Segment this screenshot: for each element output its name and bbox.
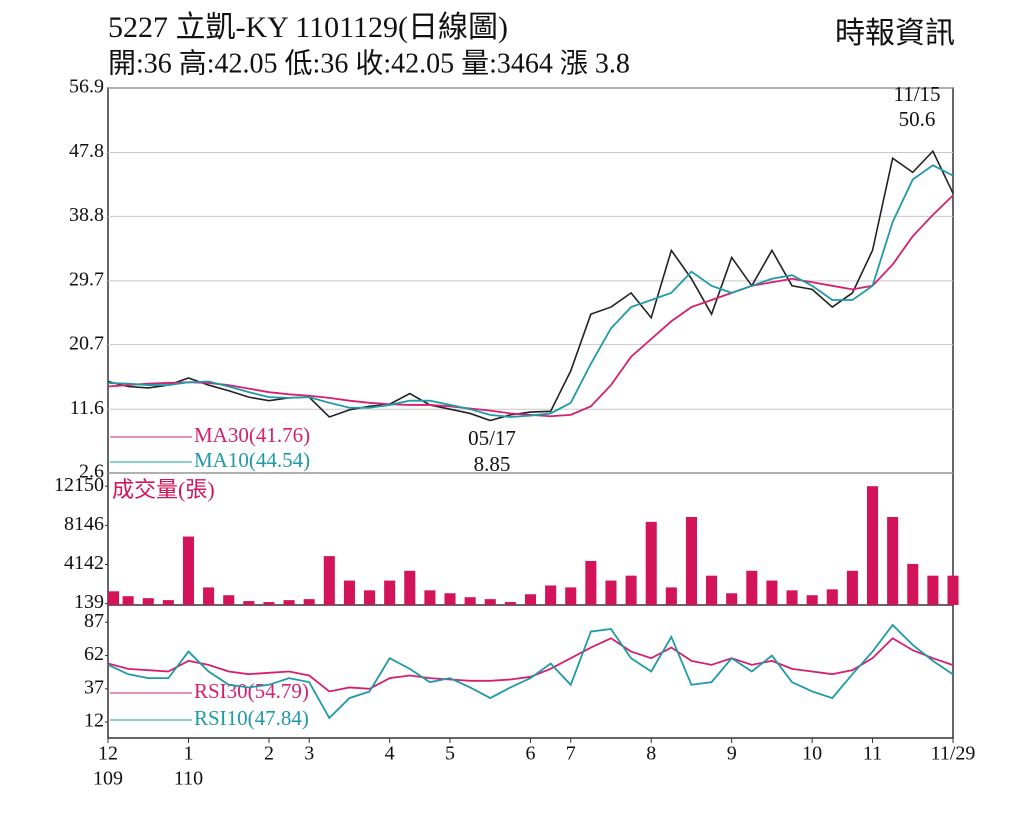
- y-tick-label: 8146: [64, 513, 104, 535]
- y-tick-label: 2.6: [79, 461, 104, 483]
- annotation-value: 50.6: [899, 107, 936, 131]
- volume-bar: [424, 590, 436, 605]
- y-tick-label: 37: [84, 676, 104, 698]
- y-tick-label: 38.8: [69, 204, 104, 226]
- x-tick-label: 12: [98, 743, 118, 765]
- volume-bar: [484, 599, 496, 605]
- volume-bar: [263, 602, 275, 605]
- legend-label: MA10(44.54): [194, 448, 310, 472]
- y-tick-label: 47.8: [69, 140, 104, 162]
- volume-bar: [142, 598, 154, 605]
- volume-bar: [384, 580, 396, 605]
- volume-bar: [846, 570, 858, 605]
- y-tick-label: 12: [84, 710, 104, 732]
- volume-bar: [907, 563, 919, 605]
- y-tick-label: 4142: [64, 552, 104, 574]
- volume-bar: [524, 594, 537, 605]
- volume-bar: [625, 575, 637, 605]
- x-tick-label: 7: [566, 743, 576, 765]
- volume-bar: [203, 587, 215, 605]
- volume-bar: [343, 580, 355, 605]
- x-tick-label: 3: [304, 743, 314, 765]
- source: 時報資訊: [835, 17, 955, 50]
- chart-subtitle: 開:36 高:42.05 低:36 收:42.05 量:3464 漲 3.8: [108, 47, 630, 79]
- volume-bar: [766, 580, 778, 605]
- y-tick-label: 87: [84, 610, 104, 632]
- legend-label: RSI10(47.84): [194, 706, 309, 730]
- series-line: [107, 637, 954, 693]
- y-tick-label: 29.7: [69, 268, 104, 290]
- x-tick-label: 11/29: [931, 743, 976, 765]
- volume-bar: [665, 587, 677, 605]
- volume-bar: [364, 590, 376, 605]
- volume-bar: [504, 602, 516, 605]
- volume-bar: [223, 595, 235, 605]
- y-tick-label: 139: [74, 591, 104, 613]
- x-tick-label: 9: [727, 743, 737, 765]
- volume-bar: [565, 587, 577, 605]
- volume-bar: [645, 521, 657, 605]
- volume-bar: [806, 595, 818, 605]
- annotation-date: 11/15: [893, 82, 940, 106]
- series-line: [107, 623, 954, 720]
- legend-label: RSI30(54.79): [194, 679, 309, 703]
- legend-label: MA30(41.76): [194, 423, 310, 447]
- volume-bar: [685, 517, 697, 605]
- volume-bar: [162, 600, 174, 605]
- x-tick-label: 8: [646, 743, 656, 765]
- y-tick-label: 12150: [54, 474, 104, 496]
- volume-bar: [108, 591, 120, 605]
- volume-bar: [404, 570, 416, 605]
- volume-bar: [746, 570, 758, 605]
- volume-bar: [464, 597, 476, 605]
- volume-title: 成交量(張): [112, 477, 215, 502]
- y-tick-label: 62: [84, 643, 104, 665]
- y-tick-label: 11.6: [70, 397, 104, 419]
- volume-bar: [927, 575, 939, 605]
- series-line: [107, 164, 954, 418]
- volume-bar: [323, 556, 335, 605]
- series-line: [107, 149, 954, 422]
- x-tick-label: 10: [802, 743, 822, 765]
- volume-bar: [786, 590, 798, 605]
- volume-bar: [866, 486, 879, 605]
- volume-bar: [826, 589, 838, 605]
- volume-bar: [444, 593, 456, 605]
- x-tick-label: 4: [385, 743, 395, 765]
- volume-bar: [887, 517, 899, 605]
- x-sublabel: 110: [174, 768, 203, 790]
- volume-bar: [243, 601, 255, 605]
- volume-bar: [122, 596, 134, 605]
- annotation-date: 05/17: [468, 426, 516, 450]
- y-tick-label: 20.7: [69, 332, 104, 354]
- volume-bar: [605, 580, 617, 605]
- volume-bar: [182, 536, 195, 605]
- x-tick-label: 1: [183, 743, 193, 765]
- x-tick-label: 2: [264, 743, 274, 765]
- x-tick-label: 5: [445, 743, 455, 765]
- volume-bar: [283, 600, 295, 605]
- frame: [107, 87, 954, 739]
- x-sublabel: 109: [93, 768, 123, 790]
- annotation-value: 8.85: [474, 452, 511, 476]
- volume-bar: [585, 561, 597, 605]
- volume-bar: [545, 585, 557, 605]
- y-tick-label: 56.9: [69, 76, 104, 98]
- volume-bar: [726, 593, 738, 605]
- volume-bar: [303, 599, 315, 605]
- chart-title: 5227 立凱-KY 1101129(日線圖): [108, 11, 508, 44]
- x-tick-label: 6: [526, 743, 536, 765]
- series-line: [107, 194, 954, 418]
- volume-bar: [706, 575, 718, 605]
- x-tick-label: 11: [863, 743, 882, 765]
- volume-bar: [947, 575, 959, 605]
